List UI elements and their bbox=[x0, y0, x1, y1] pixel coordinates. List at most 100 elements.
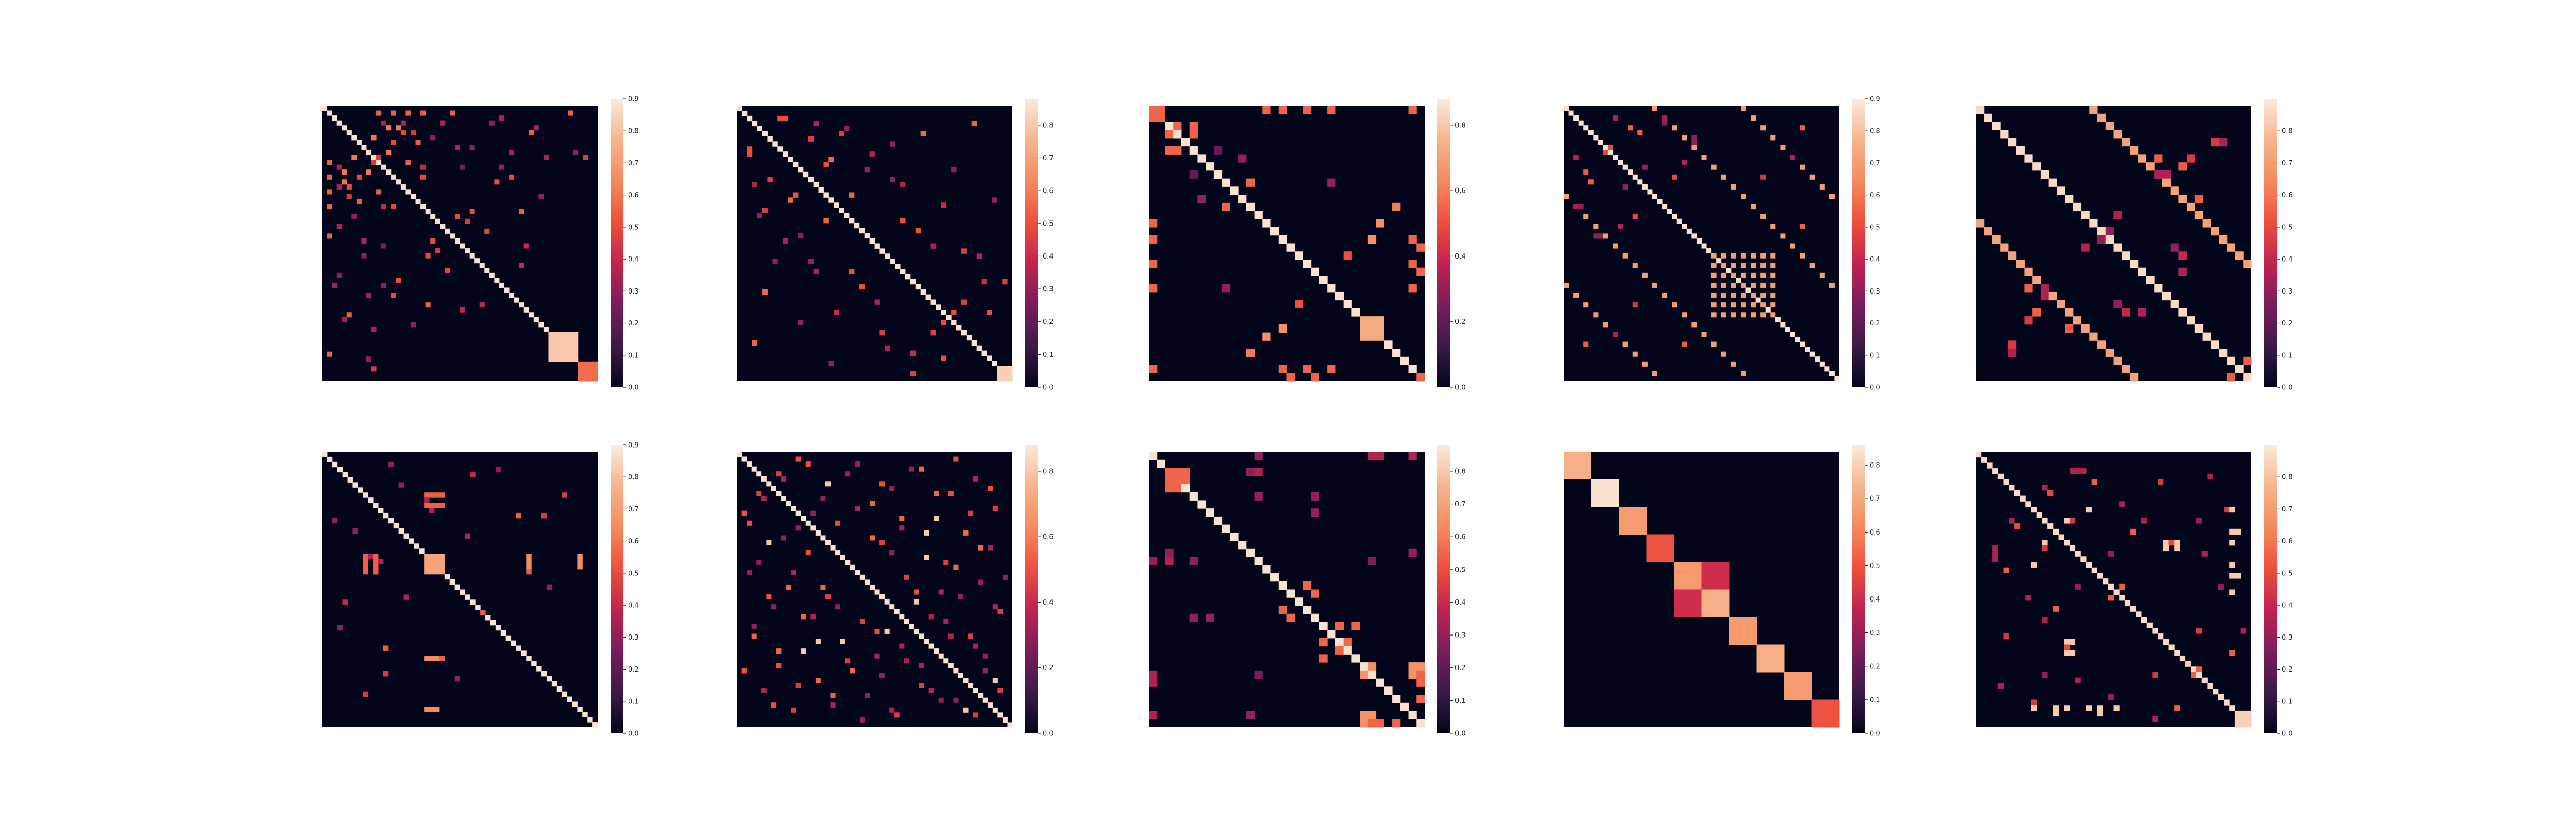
heatmap-cell bbox=[879, 540, 885, 546]
heatmap-cell bbox=[1770, 253, 1776, 259]
heatmap-cell bbox=[1319, 654, 1328, 663]
heatmap-cell bbox=[1583, 125, 1589, 131]
heatmap-cell bbox=[752, 340, 758, 346]
heatmap-cell bbox=[1682, 341, 1687, 347]
heatmap-cell bbox=[516, 645, 521, 651]
heatmap-cell bbox=[440, 120, 446, 126]
heatmap-cell bbox=[1674, 589, 1702, 617]
heatmap-cell bbox=[879, 673, 885, 678]
heatmap-cell bbox=[2218, 694, 2224, 700]
heatmap-cell bbox=[2031, 699, 2037, 706]
heatmap-cell bbox=[363, 492, 368, 498]
heatmap-cell bbox=[516, 512, 521, 519]
heatmap-cell bbox=[813, 182, 819, 188]
heatmap-cell bbox=[592, 371, 598, 376]
heatmap-cell bbox=[1760, 282, 1766, 288]
heatmap-cell bbox=[810, 614, 816, 620]
heatmap-cell bbox=[563, 332, 569, 337]
heatmap-cell bbox=[859, 619, 865, 624]
colorbar-tick-label: 0.6 bbox=[628, 192, 639, 199]
heatmap-cell bbox=[1408, 259, 1417, 268]
heatmap-cell bbox=[356, 140, 362, 145]
heatmap-cell bbox=[1721, 293, 1726, 298]
heatmap-cell bbox=[1740, 263, 1746, 268]
heatmap-cell bbox=[1573, 293, 1579, 298]
colorbar-tick-label: 0.5 bbox=[1870, 562, 1880, 570]
heatmap-cell bbox=[1622, 184, 1628, 190]
heatmap-cell bbox=[1691, 233, 1697, 239]
heatmap-cell bbox=[1795, 337, 1801, 342]
heatmap-cell bbox=[1613, 154, 1618, 160]
heatmap-cell bbox=[1745, 287, 1751, 293]
heatmap-cell bbox=[874, 243, 880, 249]
heatmap-cell bbox=[2053, 606, 2059, 612]
heatmap-cell bbox=[1343, 251, 1352, 260]
heatmap-cell bbox=[1165, 122, 1174, 130]
heatmap-cell bbox=[2178, 195, 2187, 203]
heatmap-cell bbox=[2158, 479, 2164, 485]
heatmap-cell bbox=[1246, 202, 1255, 212]
heatmap-cell bbox=[1637, 130, 1643, 135]
heatmap-cell bbox=[1642, 184, 1648, 190]
heatmap-cell bbox=[1760, 263, 1766, 268]
heatmap-cell bbox=[1360, 332, 1368, 341]
colorbar-tick-label: 0.8 bbox=[2282, 128, 2293, 135]
heatmap-cell bbox=[400, 120, 406, 126]
heatmap-cell bbox=[2194, 211, 2204, 219]
heatmap-cell bbox=[1408, 670, 1417, 679]
heatmap-cell bbox=[371, 327, 377, 332]
colorbar-tick-label: 0.4 bbox=[1870, 256, 1880, 264]
heatmap-cell bbox=[403, 594, 409, 600]
heatmap-cell bbox=[434, 656, 440, 661]
heatmap-cell bbox=[747, 115, 753, 122]
heatmap-cell bbox=[2113, 243, 2122, 252]
heatmap-cell bbox=[509, 149, 515, 156]
heatmap-cell bbox=[2091, 567, 2097, 573]
colorbar-tick-label: 0.1 bbox=[2282, 698, 2293, 706]
colorbar-tick-label: 0.4 bbox=[2282, 256, 2293, 264]
heatmap-cell bbox=[1628, 125, 1633, 131]
heatmap-cell bbox=[2234, 710, 2241, 717]
heatmap-cell bbox=[2097, 705, 2103, 711]
heatmap-cell bbox=[465, 218, 470, 224]
heatmap-cell bbox=[997, 366, 1003, 371]
heatmap-cell bbox=[356, 199, 362, 204]
heatmap-cell bbox=[1564, 452, 1591, 479]
heatmap-cell bbox=[1751, 282, 1756, 288]
colorbar-tick-label: 0.2 bbox=[1043, 664, 1054, 672]
heatmap-cell bbox=[771, 702, 776, 708]
heatmap-cell bbox=[756, 560, 762, 565]
heatmap-cell bbox=[1343, 300, 1352, 308]
heatmap-cell bbox=[2122, 365, 2130, 373]
heatmap-cell bbox=[1254, 670, 1263, 679]
heatmap-cell bbox=[2207, 683, 2213, 689]
heatmap-cell bbox=[342, 179, 347, 185]
heatmap-cell bbox=[434, 503, 440, 508]
heatmap-cell bbox=[352, 528, 358, 534]
heatmap-cell bbox=[363, 691, 368, 697]
heatmap-cell bbox=[997, 376, 1003, 382]
heatmap-cell bbox=[583, 366, 588, 372]
colorbar bbox=[1025, 99, 1038, 387]
heatmap-cell bbox=[2025, 595, 2031, 601]
heatmap-cell bbox=[327, 351, 332, 357]
heatmap-cell bbox=[526, 554, 532, 559]
colorbar-tick-label: 0.6 bbox=[1870, 529, 1880, 537]
heatmap-cell bbox=[762, 289, 768, 295]
heatmap-cell bbox=[2234, 573, 2241, 579]
heatmap-cell bbox=[398, 482, 404, 488]
heatmap-panel-row2-col4: 0.0 0.1 0.2 0.3 0.4 0.5 0.6 0.7 0.8 bbox=[1564, 445, 1880, 738]
heatmap-panel-row1-col4: 0.0 0.1 0.2 0.3 0.4 0.5 0.6 0.7 0.8 0.9 bbox=[1564, 96, 1880, 392]
heatmap-cell bbox=[2163, 639, 2169, 645]
heatmap-cell bbox=[1760, 174, 1766, 180]
heatmap-cell bbox=[1760, 125, 1766, 131]
heatmap-cell bbox=[449, 579, 455, 585]
heatmap-cell bbox=[741, 510, 747, 516]
colorbar-tick-label: 0.4 bbox=[1043, 599, 1054, 607]
heatmap-cell bbox=[373, 569, 379, 575]
heatmap-cell bbox=[1632, 351, 1638, 357]
heatmap-cell bbox=[1662, 120, 1668, 126]
heatmap-cell bbox=[772, 259, 778, 264]
heatmap-cell bbox=[864, 233, 870, 239]
heatmap-cell bbox=[1824, 366, 1830, 372]
